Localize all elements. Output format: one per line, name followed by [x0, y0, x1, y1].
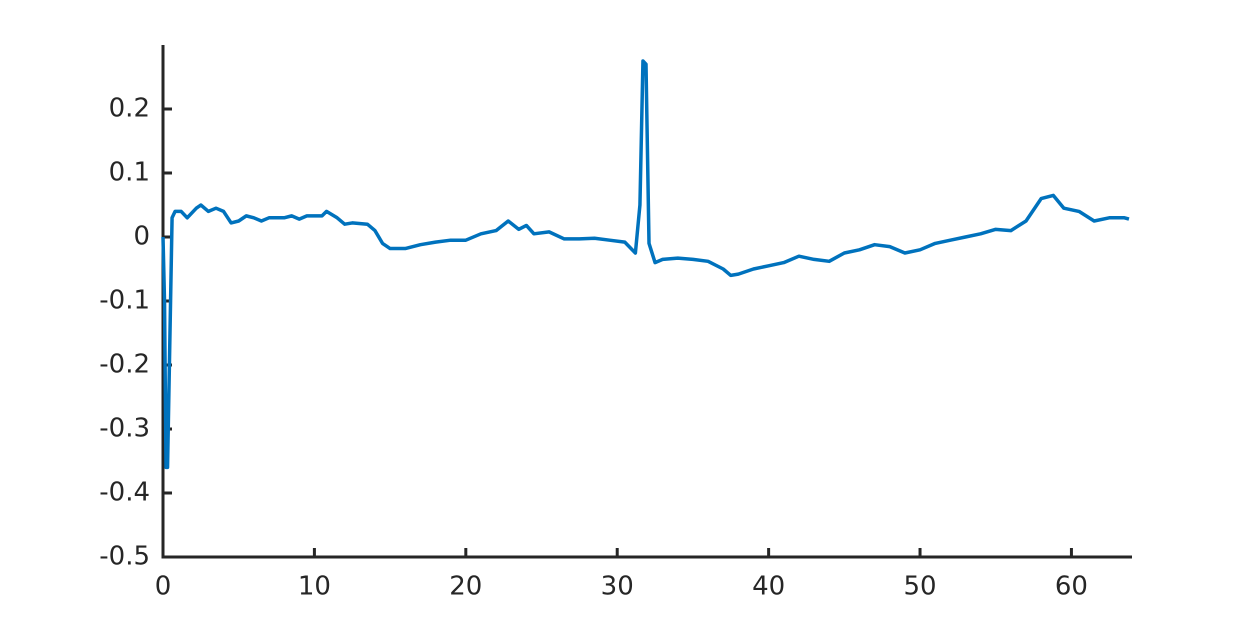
- x-tick-label: 60: [1055, 572, 1088, 602]
- x-tick-label: 10: [298, 572, 331, 602]
- data-line: [161, 59, 1130, 470]
- y-tick-label: 0.2: [109, 94, 150, 124]
- y-tick-label: -0.5: [99, 542, 150, 572]
- x-tick-label: 0: [155, 572, 172, 602]
- y-tick-label: -0.2: [99, 350, 150, 380]
- x-tick-label: 20: [449, 572, 482, 602]
- y-tick-label: -0.4: [99, 478, 150, 508]
- y-tick-label: -0.3: [99, 414, 150, 444]
- x-tick-label: 50: [903, 572, 936, 602]
- x-tick-label: 40: [752, 572, 785, 602]
- y-tick-label: 0.1: [109, 158, 150, 188]
- y-tick-label: 0: [133, 222, 150, 252]
- y-tick-label: -0.1: [99, 286, 150, 316]
- x-tick-label: 30: [601, 572, 634, 602]
